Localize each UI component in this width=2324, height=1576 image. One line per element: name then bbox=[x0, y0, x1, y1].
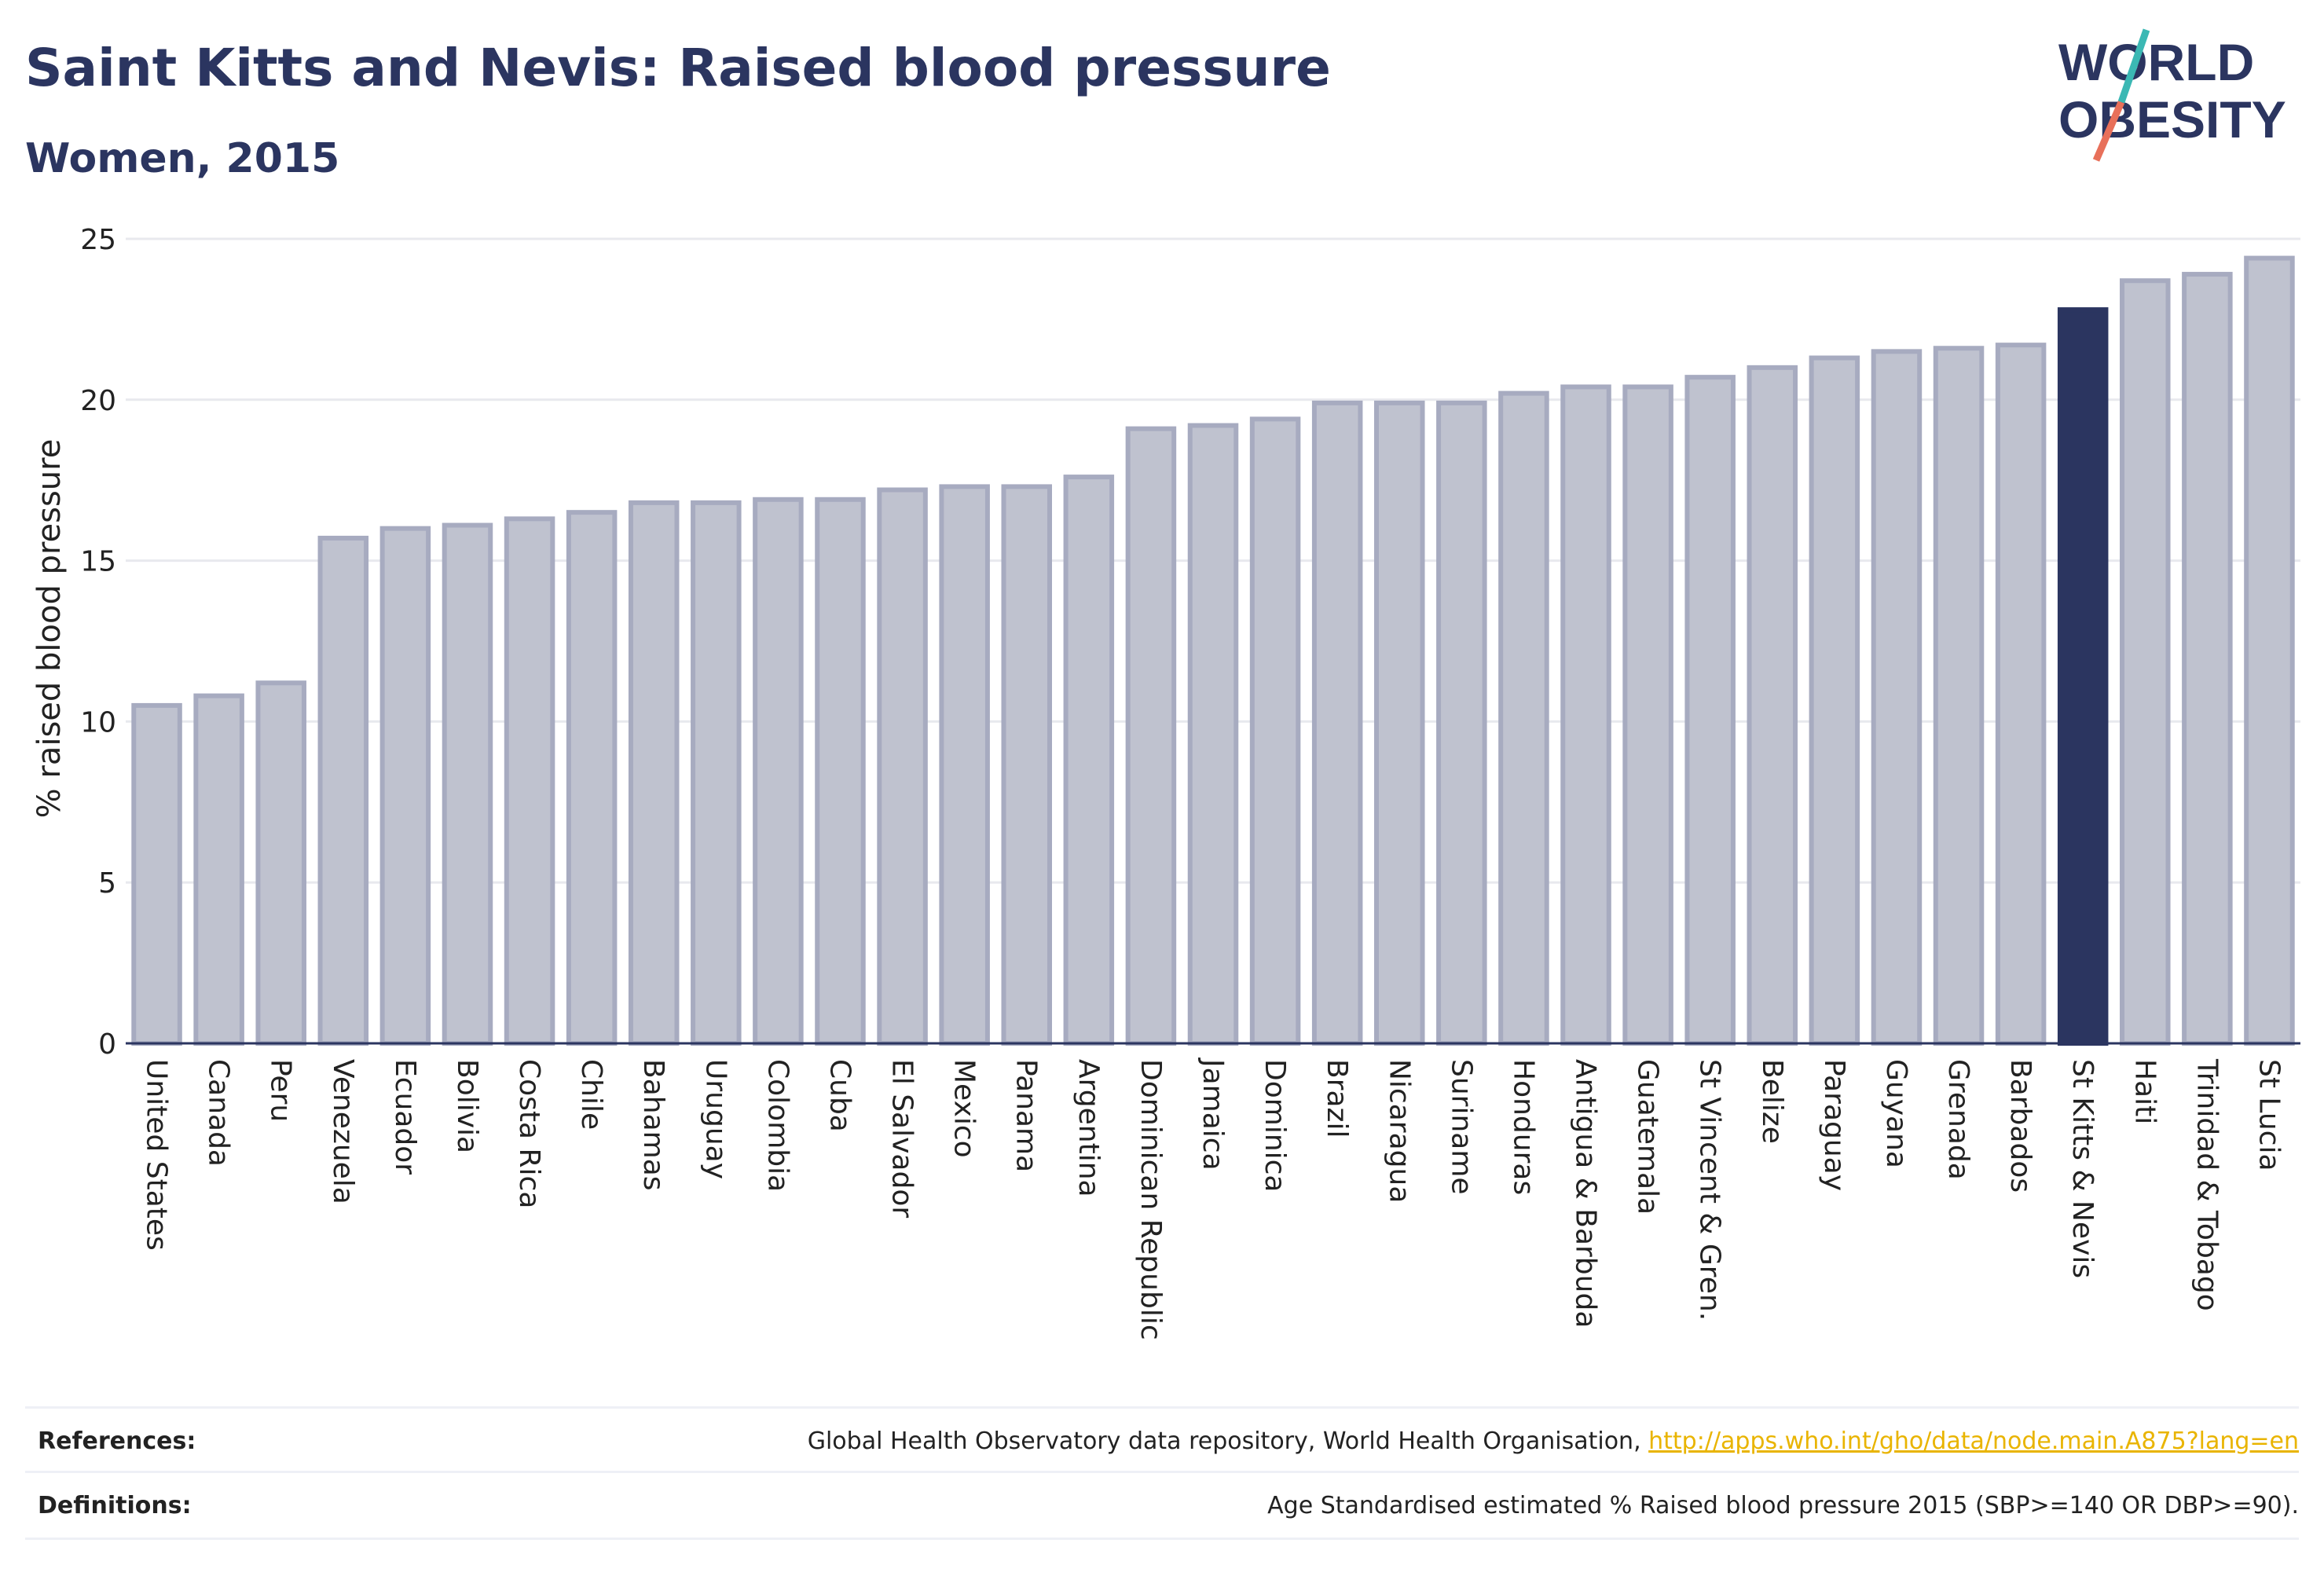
x-tick-label: Grenada bbox=[1942, 1059, 1974, 1180]
bar bbox=[1125, 426, 1177, 1046]
x-tick-label: Suriname bbox=[1445, 1059, 1477, 1195]
bar bbox=[815, 497, 866, 1046]
references-text: Global Health Observatory data repositor… bbox=[807, 1427, 1649, 1455]
bar bbox=[2120, 278, 2171, 1046]
bar bbox=[566, 510, 618, 1046]
bar bbox=[2244, 255, 2295, 1046]
logo-slash-coral bbox=[2092, 101, 2125, 162]
x-tick-label: El Salvador bbox=[886, 1059, 918, 1218]
x-tick-label: Venezuela bbox=[327, 1059, 359, 1204]
references-link[interactable]: http://apps.who.int/gho/data/node.main.A… bbox=[1648, 1427, 2299, 1455]
bar bbox=[379, 526, 431, 1046]
logo-slash-teal bbox=[2117, 28, 2150, 104]
x-tick-label: Paraguay bbox=[1818, 1059, 1850, 1191]
bar bbox=[1560, 384, 1611, 1046]
x-tick-label: St Kitts & Nevis bbox=[2066, 1059, 2099, 1278]
chart-title: Saint Kitts and Nevis: Raised blood pres… bbox=[25, 38, 1331, 98]
bar bbox=[2182, 272, 2233, 1046]
bar bbox=[1995, 343, 2047, 1046]
bar bbox=[1373, 400, 1425, 1046]
x-tick-label: Trinidad & Tobago bbox=[2190, 1058, 2223, 1311]
x-tick-label: Dominica bbox=[1259, 1059, 1291, 1193]
x-tick-label: Panama bbox=[1010, 1059, 1043, 1172]
bar bbox=[1436, 400, 1487, 1046]
bar bbox=[1809, 355, 1860, 1046]
references-row: References: Global Health Observatory da… bbox=[25, 1406, 2299, 1473]
x-tick-label: Guyana bbox=[1880, 1059, 1912, 1168]
x-tick-label: Guatemala bbox=[1632, 1059, 1664, 1215]
logo-word-obesity: OBESITY bbox=[2058, 90, 2286, 148]
x-tick-label: Uruguay bbox=[699, 1059, 731, 1179]
x-tick-label: Peru bbox=[265, 1059, 297, 1122]
bar bbox=[939, 484, 990, 1046]
y-tick-label: 0 bbox=[98, 1028, 116, 1061]
bar bbox=[317, 535, 369, 1046]
y-axis-label: % raised blood pressure bbox=[31, 439, 68, 819]
x-tick-label: Mexico bbox=[948, 1059, 981, 1158]
bar bbox=[255, 680, 306, 1046]
bar bbox=[1871, 349, 1923, 1046]
references-value: Global Health Observatory data repositor… bbox=[808, 1428, 2299, 1455]
definitions-label: Definitions: bbox=[38, 1491, 192, 1519]
chart-subtitle: Women, 2015 bbox=[25, 135, 340, 182]
x-tick-label: Antigua & Barbuda bbox=[1570, 1059, 1602, 1328]
x-tick-label: Colombia bbox=[761, 1059, 794, 1192]
x-tick-label: United States bbox=[141, 1059, 173, 1251]
bar bbox=[1498, 390, 1549, 1046]
y-tick-label: 20 bbox=[80, 385, 116, 417]
x-tick-label: Canada bbox=[203, 1059, 235, 1167]
x-tick-label: Jamaica bbox=[1197, 1057, 1229, 1171]
x-tick-label: Bolivia bbox=[451, 1059, 483, 1153]
x-tick-label: Chile bbox=[575, 1059, 607, 1130]
bar bbox=[1311, 400, 1363, 1046]
bar bbox=[628, 500, 680, 1046]
y-tick-label: 25 bbox=[80, 224, 116, 256]
bar bbox=[691, 500, 742, 1046]
definitions-text: Age Standardised estimated % Raised bloo… bbox=[1267, 1491, 2299, 1519]
references-label: References: bbox=[38, 1427, 196, 1455]
x-tick-label: Honduras bbox=[1507, 1059, 1539, 1195]
x-tick-label: Nicaragua bbox=[1383, 1059, 1415, 1203]
x-tick-label: Barbados bbox=[2004, 1059, 2036, 1193]
y-tick-label: 15 bbox=[80, 546, 116, 578]
x-tick-label: Bahamas bbox=[637, 1059, 669, 1191]
bar bbox=[1001, 484, 1053, 1046]
x-tick-label: Ecuador bbox=[389, 1059, 421, 1175]
logo-word-world: WORLD bbox=[2058, 33, 2254, 91]
x-tick-label: Haiti bbox=[2128, 1059, 2161, 1124]
bar-chart: 0 5 10 15 20 25 United States Canada Peru Venezue… bbox=[31, 224, 2300, 1340]
bar bbox=[504, 516, 555, 1046]
bar bbox=[442, 522, 493, 1046]
definitions-row: Definitions: Age Standardised estimated … bbox=[25, 1471, 2299, 1540]
y-tick-label: 5 bbox=[98, 867, 116, 900]
y-tick-label: 10 bbox=[80, 706, 116, 739]
bar bbox=[877, 487, 928, 1046]
bar bbox=[753, 497, 804, 1046]
bar bbox=[1933, 346, 1985, 1046]
bar bbox=[1187, 423, 1239, 1046]
x-tick-label: Costa Rica bbox=[513, 1059, 545, 1208]
bar bbox=[1249, 416, 1301, 1046]
bar bbox=[193, 693, 244, 1046]
x-tick-label: St Lucia bbox=[2253, 1059, 2285, 1171]
bar bbox=[131, 702, 182, 1046]
x-tick-label: Argentina bbox=[1072, 1059, 1105, 1197]
bar bbox=[2057, 307, 2109, 1046]
x-tick-label: Belize bbox=[1756, 1059, 1788, 1144]
x-tick-label: Brazil bbox=[1321, 1059, 1353, 1138]
world-obesity-logo: WORLD OBESITY bbox=[2058, 28, 2286, 162]
bar bbox=[1063, 475, 1115, 1046]
bar bbox=[1622, 384, 1673, 1046]
x-tick-label: Cuba bbox=[823, 1059, 856, 1132]
x-tick-label: St Vincent & Gren. bbox=[1694, 1059, 1726, 1321]
bar bbox=[1747, 365, 1798, 1046]
bars bbox=[131, 255, 2295, 1046]
axes: 0 5 10 15 20 25 United States Canada Peru Venezue… bbox=[80, 224, 2300, 1340]
bar bbox=[1684, 375, 1736, 1046]
x-tick-label: Dominican Republic bbox=[1135, 1059, 1167, 1340]
